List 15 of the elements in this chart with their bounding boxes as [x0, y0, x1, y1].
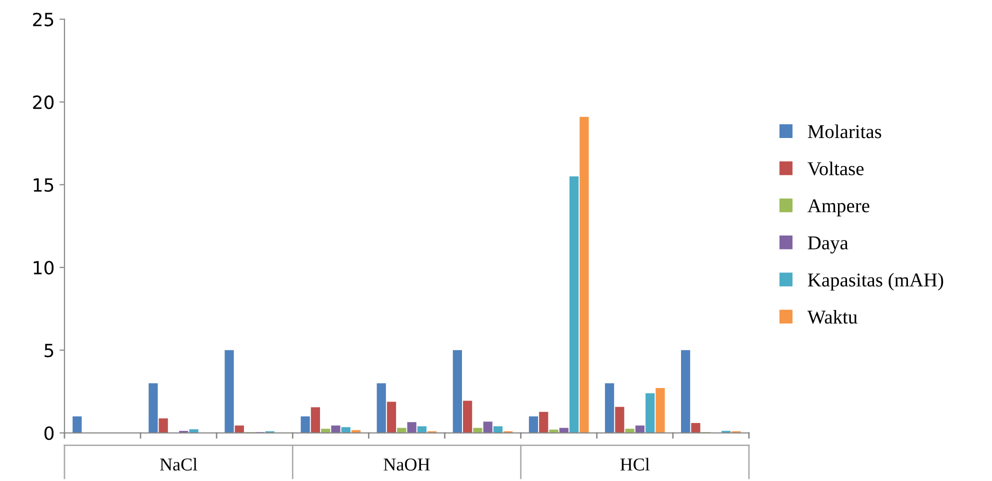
- legend-label: Voltase: [808, 162, 864, 176]
- y-tick-label: 0: [44, 426, 54, 440]
- y-tick-label: 15: [34, 178, 54, 192]
- legend-label: Daya: [808, 236, 848, 254]
- legend-label: Kapasitas (mAH): [808, 272, 944, 291]
- y-tick-label: 20: [33, 95, 54, 110]
- x-tick-label: NaOH: [384, 458, 430, 471]
- y-tick-label: 25: [33, 12, 54, 26]
- y-tick-label: 5: [44, 344, 54, 358]
- x-tick-label: HCl: [620, 458, 650, 471]
- legend-label: Ampere: [808, 199, 870, 216]
- y-tick-label: 10: [34, 260, 54, 275]
- legend-label: Waktu: [807, 310, 858, 324]
- legend-label: Molaritas: [808, 124, 882, 138]
- x-tick-label: NaCl: [160, 458, 198, 471]
